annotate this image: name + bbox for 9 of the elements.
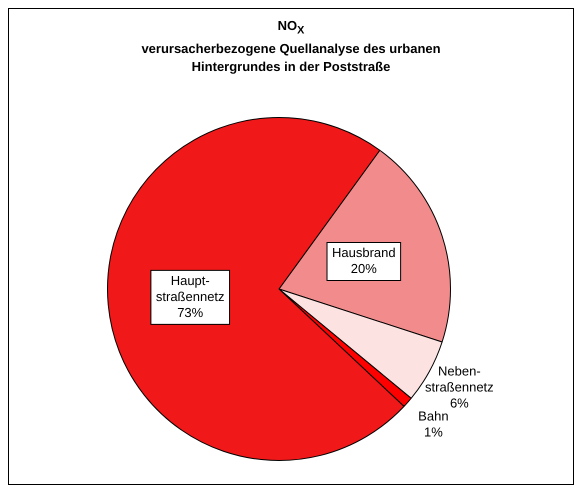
slice-label: Neben-straßennetz bbox=[425, 364, 494, 395]
slice-label: Bahn bbox=[418, 408, 449, 424]
data-label: 20% bbox=[350, 261, 378, 276]
slice-label: Hausbrand bbox=[332, 245, 396, 260]
chart-title: NO$_{X}$ verursacherbezogene Quellanalyse des urbanen Hintergrundes in der Poststraße bbox=[140, 17, 442, 76]
data-label: 73% bbox=[177, 304, 204, 320]
data-label: 6% bbox=[450, 396, 470, 411]
data-label: 1% bbox=[424, 424, 444, 440]
slice-label: Haupt-straßennetz bbox=[156, 272, 225, 304]
